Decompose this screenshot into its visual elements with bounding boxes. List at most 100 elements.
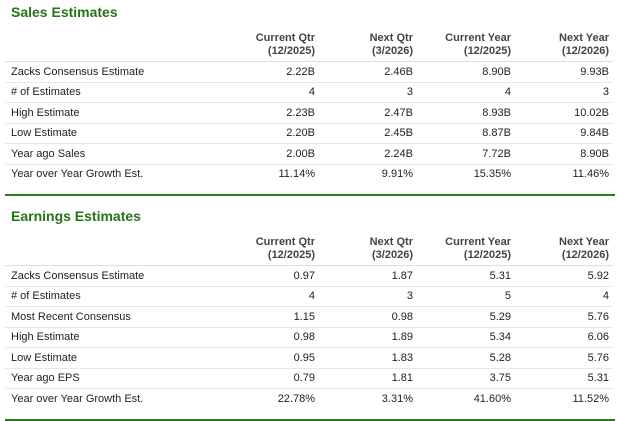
column-period: (12/2026) — [561, 249, 609, 261]
section-title: Earnings Estimates — [11, 208, 141, 224]
data-row: Low Estimate 2.20B 2.45B 8.87B 9.84B — [5, 123, 613, 144]
cell: 2.22B — [221, 61, 319, 83]
row-label: Year ago Sales — [5, 143, 221, 165]
header-row: Current Qtr (12/2025) Next Qtr (3/2026) Curr… — [5, 26, 613, 62]
cell: 3 — [515, 82, 613, 103]
data-row: High Estimate 2.23B 2.47B 8.93B 10.02B — [5, 102, 613, 124]
cell: 8.90B — [417, 61, 515, 83]
column-label: Next Year — [559, 32, 609, 44]
cell: 5.34 — [417, 327, 515, 348]
data-row: Low Estimate 0.95 1.83 5.28 5.76 — [5, 347, 613, 369]
cell: 9.93B — [515, 61, 613, 83]
cell: 0.79 — [221, 368, 319, 389]
row-label: Low Estimate — [5, 347, 221, 369]
cell: 1.89 — [319, 327, 417, 348]
cell: 7.72B — [417, 143, 515, 165]
cell: 9.91% — [381, 168, 413, 181]
cell: 8.93B — [417, 102, 515, 124]
section: Earnings Estimates Current Qtr (12/2025) Ne… — [5, 204, 615, 421]
cell: 3 — [319, 286, 417, 307]
data-row: Year ago EPS 0.79 1.81 3.75 5.31 — [5, 368, 613, 389]
column-header: Next Year (12/2026) — [515, 26, 613, 62]
cell: 2.46B — [319, 61, 417, 83]
column-header: Current Year (12/2025) — [417, 230, 515, 266]
cell: 3 — [319, 82, 417, 103]
data-row: # of Estimates 4 3 5 4 — [5, 286, 613, 307]
column-period: (3/2026) — [372, 45, 413, 57]
cell: 1.87 — [319, 265, 417, 287]
cell: 22.78% — [277, 392, 315, 405]
column-label: Current Year — [445, 32, 511, 44]
row-label: Zacks Consensus Estimate — [5, 265, 221, 287]
column-period: (3/2026) — [372, 249, 413, 261]
cell: 8.87B — [417, 123, 515, 144]
header-cell — [5, 230, 221, 266]
column-label: Next Qtr — [369, 236, 413, 248]
data-row: Year over Year Growth Est. 11.14% 9.91% 15.… — [5, 164, 613, 184]
cell: 2.00B — [221, 143, 319, 165]
cell: 5.76 — [515, 306, 613, 328]
column-header: Next Qtr (3/2026) — [319, 230, 417, 266]
column-header: Current Qtr (12/2025) — [221, 26, 319, 62]
cell: 3.31% — [381, 392, 413, 405]
column-header: Current Qtr (12/2025) — [221, 230, 319, 266]
cell: 11.52% — [572, 392, 610, 405]
row-label: Most Recent Consensus — [5, 306, 221, 328]
cell: 4 — [515, 286, 613, 307]
cell: 0.97 — [221, 265, 319, 287]
data-row: Zacks Consensus Estimate 2.22B 2.46B 8.90B 9… — [5, 61, 613, 83]
column-header: Next Qtr (3/2026) — [319, 26, 417, 62]
section-title: Sales Estimates — [11, 4, 118, 20]
cell: 5.76 — [515, 347, 613, 369]
header-row: Current Qtr (12/2025) Next Qtr (3/2026) Curr… — [5, 230, 613, 266]
cell: 5.31 — [515, 368, 613, 389]
cell: 1.81 — [319, 368, 417, 389]
cell: 11.14% — [278, 168, 316, 181]
cell: 0.95 — [221, 347, 319, 369]
data-row: Most Recent Consensus 1.15 0.98 5.29 5.76 — [5, 306, 613, 328]
cell: 0.98 — [221, 327, 319, 348]
row-label: Year over Year Growth Est. — [11, 168, 144, 181]
cell: 4 — [221, 82, 319, 103]
column-label: Current Year — [445, 236, 511, 248]
cell: 5.28 — [417, 347, 515, 369]
row-label: # of Estimates — [5, 286, 221, 307]
cell: 5 — [417, 286, 515, 307]
cell: 2.47B — [319, 102, 417, 124]
column-period: (12/2025) — [463, 249, 511, 261]
cell: 10.02B — [515, 102, 613, 124]
cell: 5.31 — [417, 265, 515, 287]
cell: 4 — [417, 82, 515, 103]
cell: 2.23B — [221, 102, 319, 124]
column-period: (12/2026) — [561, 45, 609, 57]
cell: 5.29 — [417, 306, 515, 328]
cell: 2.45B — [319, 123, 417, 144]
row-label: High Estimate — [5, 102, 221, 124]
column-label: Current Qtr — [255, 236, 315, 248]
section: Sales Estimates Current Qtr (12/2025) Next … — [5, 0, 615, 196]
cell: 11.46% — [572, 168, 610, 181]
row-label: High Estimate — [5, 327, 221, 348]
column-period: (12/2025) — [463, 45, 511, 57]
cell: 8.90B — [515, 143, 613, 165]
cell: 15.35% — [473, 168, 511, 181]
column-label: Next Year — [559, 236, 609, 248]
row-label: Low Estimate — [5, 123, 221, 144]
data-row: High Estimate 0.98 1.89 5.34 6.06 — [5, 327, 613, 348]
column-period: (12/2025) — [267, 249, 315, 261]
cell: 6.06 — [515, 327, 613, 348]
cell: 2.20B — [221, 123, 319, 144]
cell: 4 — [221, 286, 319, 307]
column-header: Next Year (12/2026) — [515, 230, 613, 266]
column-header: Current Year (12/2025) — [417, 26, 515, 62]
data-row: Zacks Consensus Estimate 0.97 1.87 5.31 5.92 — [5, 265, 613, 287]
cell: 1.15 — [221, 306, 319, 328]
cell: 0.98 — [319, 306, 417, 328]
estimates-table: Current Qtr (12/2025) Next Qtr (3/2026) Curr… — [5, 26, 613, 184]
column-label: Current Qtr — [255, 32, 315, 44]
row-label: # of Estimates — [5, 82, 221, 103]
header-cell — [5, 26, 221, 62]
estimates-table: Current Qtr (12/2025) Next Qtr (3/2026) Curr… — [5, 230, 613, 409]
